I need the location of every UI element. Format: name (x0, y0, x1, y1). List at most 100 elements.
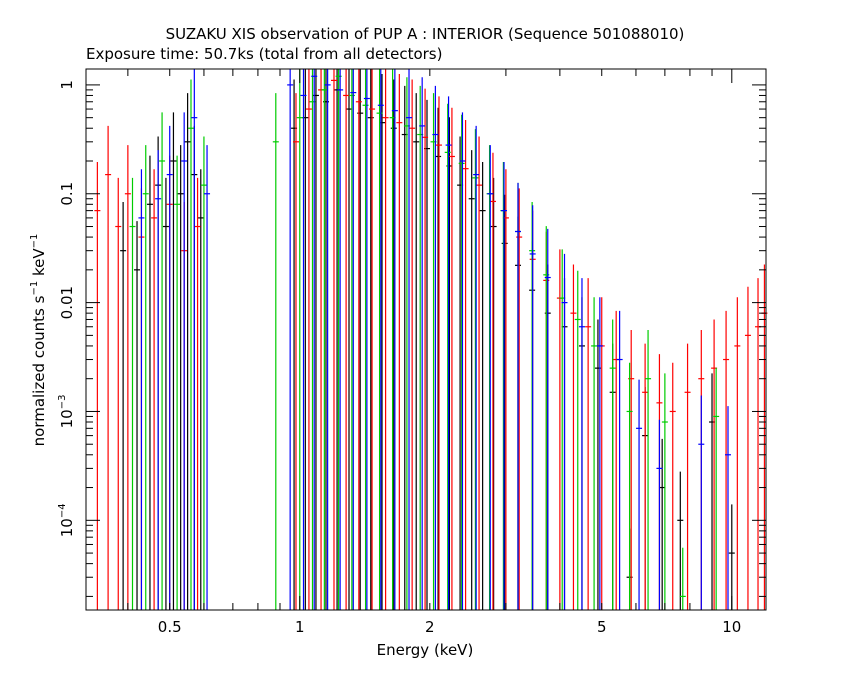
data-point (596, 297, 603, 610)
data-point (159, 112, 166, 610)
data-point (684, 343, 691, 610)
data-point (642, 343, 649, 610)
y-tick-label: 0.01 (58, 286, 76, 319)
data-point (609, 319, 616, 610)
data-point (468, 150, 475, 610)
data-point (479, 161, 486, 610)
y-tick-label: 10−3 (57, 395, 76, 429)
data-point (677, 471, 684, 610)
data-point (129, 177, 136, 610)
data-point (462, 119, 469, 610)
y-tick-label-base: 10 (58, 518, 76, 537)
data-point (591, 297, 598, 610)
data-point (142, 145, 149, 610)
data-point (529, 205, 536, 610)
data-point (728, 504, 735, 610)
y-tick-label: 1 (58, 80, 76, 90)
data-point (287, 69, 294, 610)
data-point (698, 395, 705, 610)
series-3 (138, 69, 732, 610)
x-tick-label: 1 (295, 618, 305, 636)
data-point (367, 69, 374, 610)
x-tick-label: 0.5 (158, 618, 182, 636)
plot-frame (85, 68, 767, 611)
y-axis-label-mid: keV (30, 248, 48, 281)
data-point (486, 145, 493, 610)
data-point (515, 182, 522, 610)
series-1 (94, 69, 768, 610)
x-tick-label: 2 (425, 618, 435, 636)
data-point (191, 69, 198, 610)
data-point (197, 169, 204, 610)
data-point (396, 73, 403, 610)
data-point (272, 93, 279, 610)
chart-title: SUZAKU XIS observation of PUP A : INTERI… (166, 25, 685, 43)
data-point (490, 177, 497, 610)
y-tick-label: 10−4 (57, 503, 76, 537)
data-point (166, 125, 173, 610)
data-point (458, 114, 465, 610)
data-point (357, 69, 364, 610)
data-point (448, 107, 455, 610)
data-point (120, 202, 127, 610)
data-point (350, 69, 357, 610)
y-tick-label-exp: −4 (57, 503, 68, 518)
data-point (382, 69, 389, 610)
data-point (138, 169, 145, 610)
data-point (355, 69, 362, 610)
data-point (337, 69, 344, 610)
data-point (476, 136, 483, 610)
data-point (343, 69, 350, 610)
data-point (174, 155, 181, 610)
data-layer (94, 69, 768, 610)
data-point (734, 297, 741, 610)
data-point (151, 169, 158, 610)
data-point (435, 96, 442, 610)
data-point (321, 69, 328, 610)
y-tick-label: 0.1 (58, 182, 76, 206)
data-point (346, 69, 353, 610)
data-point (300, 69, 307, 610)
data-point (544, 228, 551, 610)
data-point (422, 88, 429, 610)
x-axis-label: Energy (keV) (377, 641, 474, 659)
data-point (348, 69, 355, 610)
y-axis-label-exp2: −1 (29, 234, 40, 249)
data-point (170, 112, 177, 610)
data-point (626, 362, 633, 610)
data-point (661, 373, 668, 610)
data-point (574, 270, 581, 610)
data-point (200, 136, 207, 610)
data-point (636, 379, 643, 610)
data-point (459, 112, 466, 610)
data-point (305, 69, 312, 610)
data-point (444, 103, 451, 610)
data-point (669, 362, 676, 610)
axes-frame (85, 68, 767, 611)
data-point (487, 145, 494, 610)
data-point (472, 129, 479, 610)
data-point (162, 177, 169, 610)
data-point (613, 310, 620, 610)
data-point (435, 107, 442, 610)
data-point (311, 69, 318, 610)
data-point (124, 145, 131, 610)
data-point (501, 161, 508, 610)
y-axis-label-main: normalized counts s (30, 295, 48, 446)
data-point (362, 69, 369, 610)
data-point (406, 69, 413, 610)
data-point (679, 547, 686, 610)
data-point (296, 69, 303, 610)
data-point (578, 278, 585, 610)
data-point (155, 150, 162, 610)
data-point (390, 79, 397, 610)
data-point (204, 145, 211, 610)
data-point (501, 194, 508, 610)
data-point (409, 79, 416, 610)
data-point (656, 419, 663, 610)
data-point (292, 93, 299, 610)
data-point (645, 330, 652, 610)
data-point (659, 438, 666, 610)
data-point (723, 310, 730, 610)
